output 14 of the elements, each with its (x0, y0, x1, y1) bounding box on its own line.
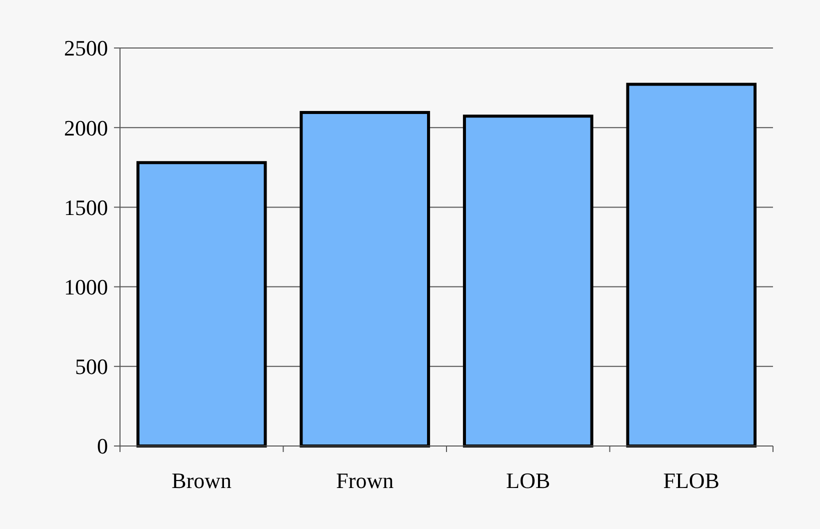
y-tick-label: 0 (97, 434, 108, 459)
bar (136, 161, 267, 448)
x-tick-label: FLOB (663, 468, 720, 493)
bar (300, 110, 430, 448)
y-tick-label: 500 (75, 354, 108, 380)
y-tick-label: 1500 (64, 194, 108, 220)
bar (462, 114, 594, 448)
bar (626, 82, 757, 448)
y-tick-label: 1000 (64, 274, 108, 300)
x-tick-label: Frown (336, 468, 394, 493)
y-tick-label: 2000 (64, 115, 108, 140)
x-tick-label: Brown (172, 468, 232, 493)
y-tick-label: 2500 (64, 36, 108, 61)
x-tick-label: LOB (506, 468, 550, 493)
